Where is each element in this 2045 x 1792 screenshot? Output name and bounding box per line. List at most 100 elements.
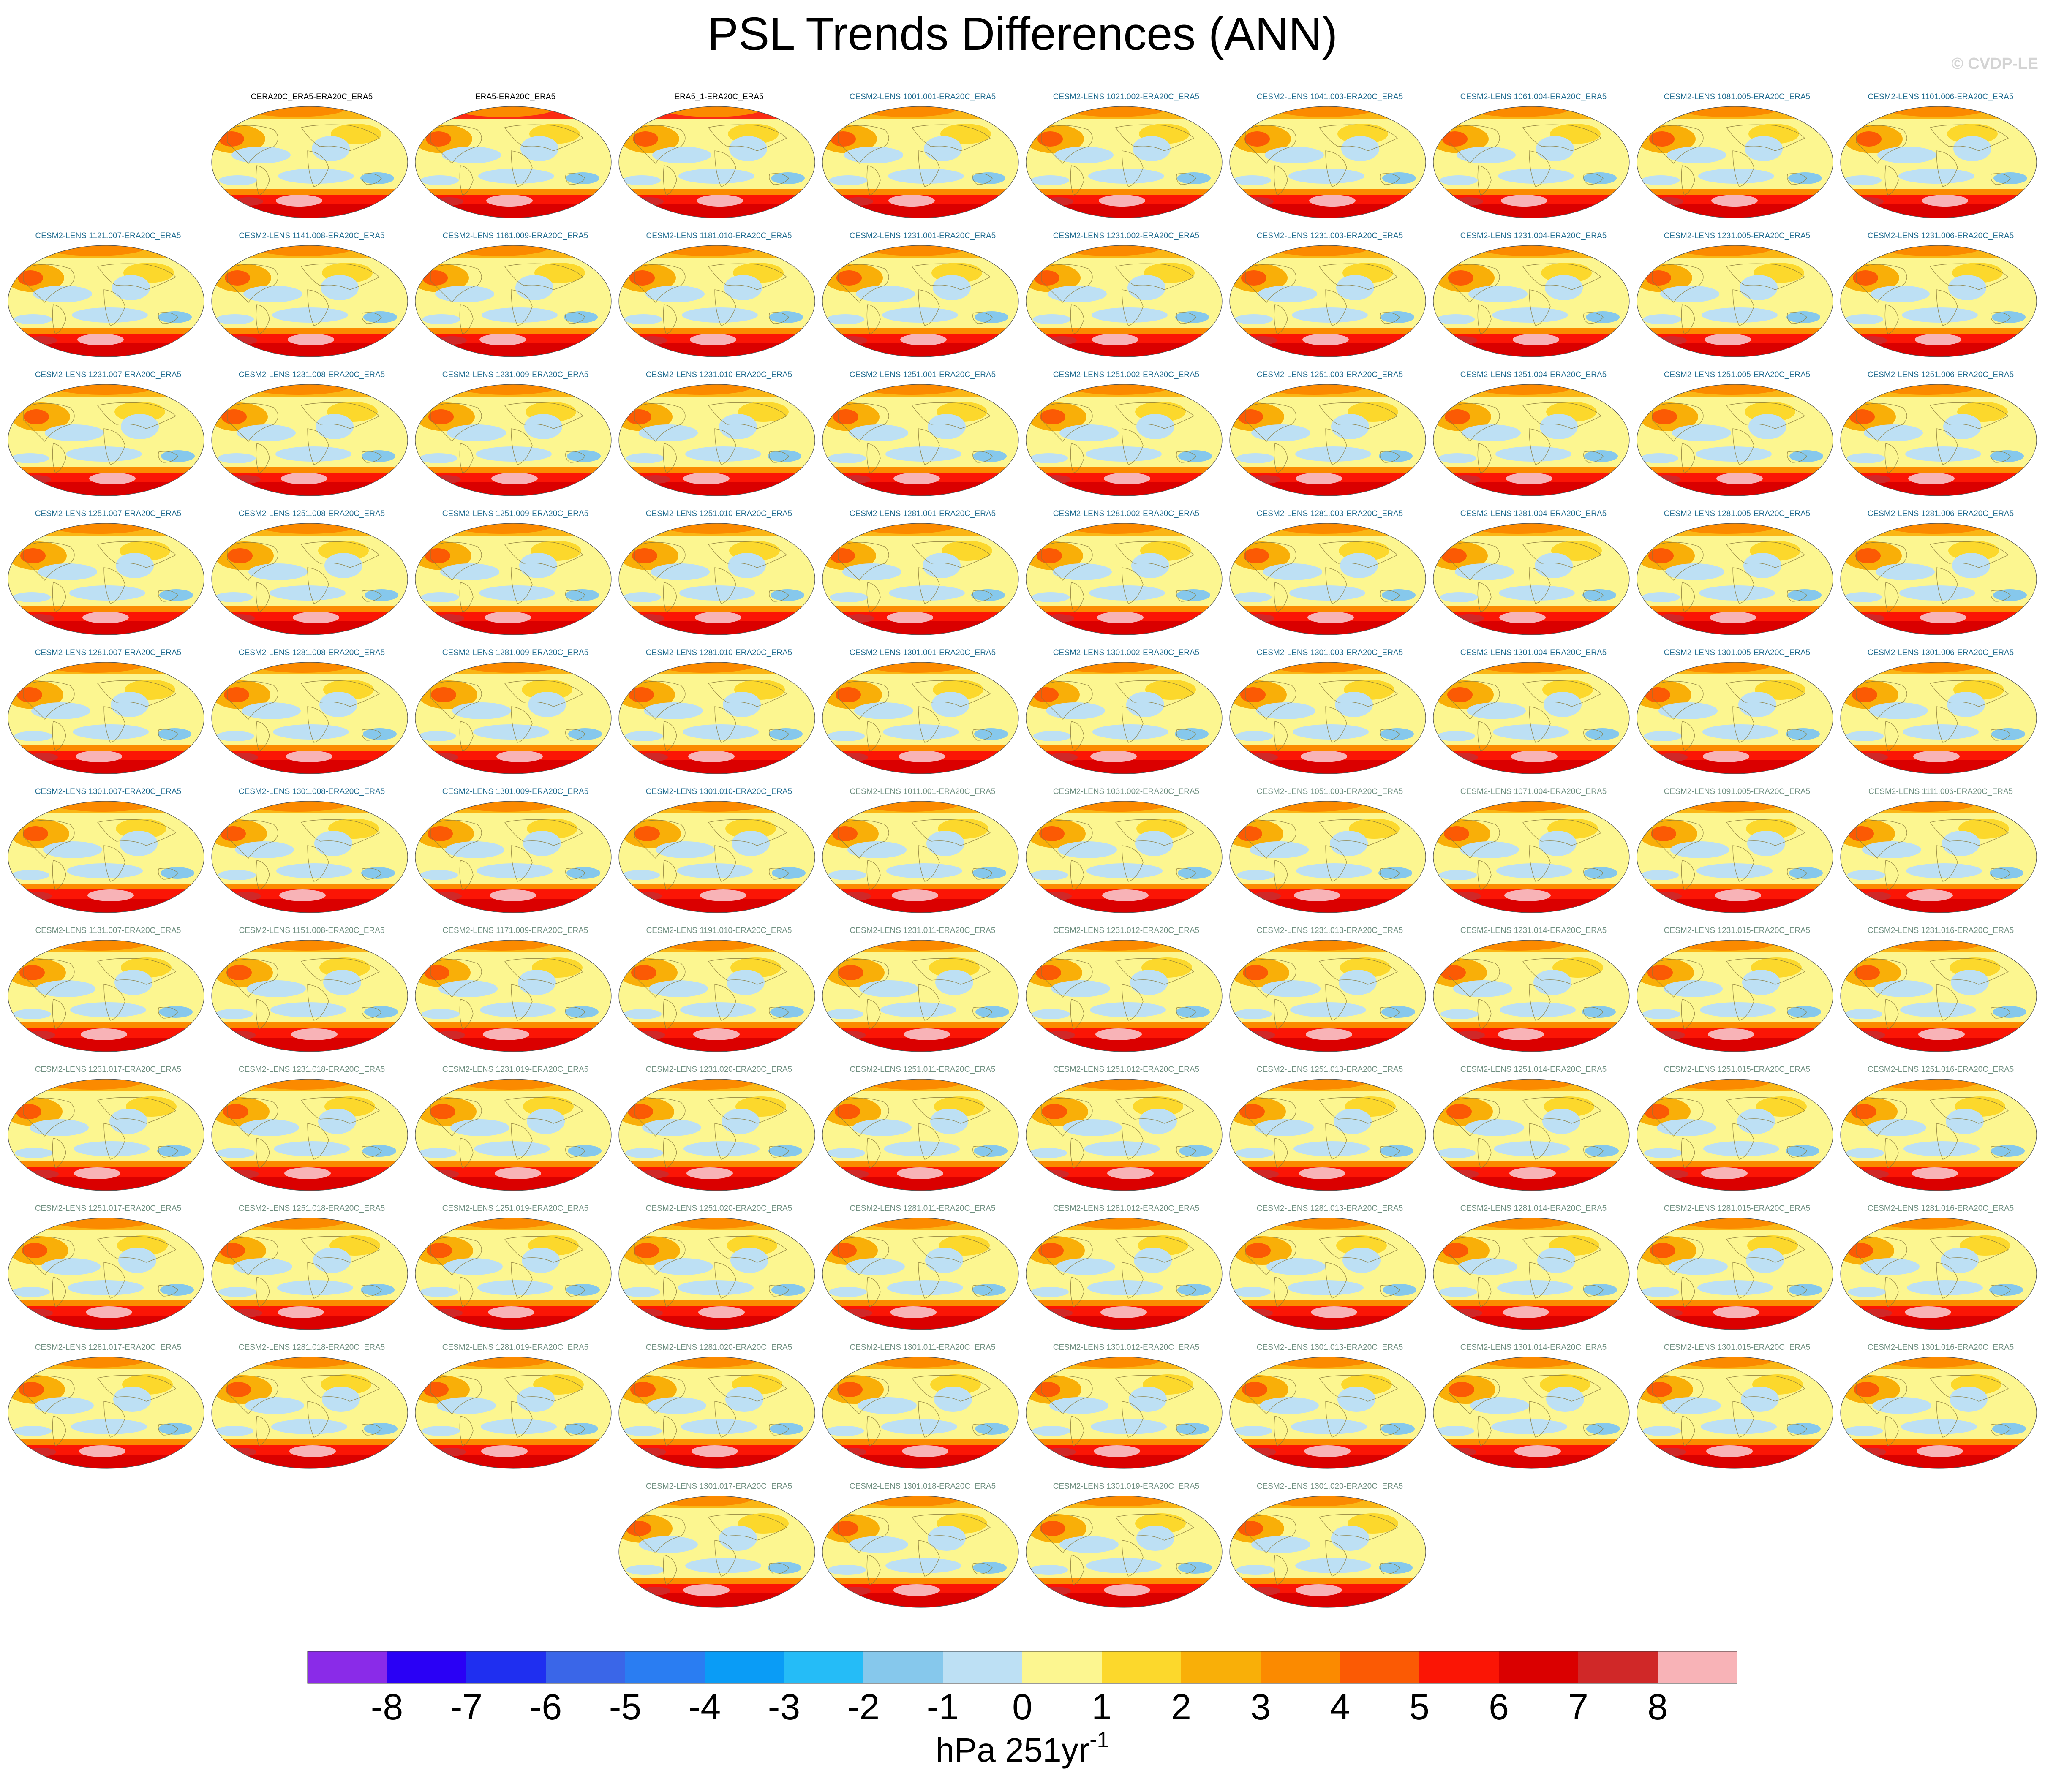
world-map <box>1637 245 1833 357</box>
colorbar-swatch <box>1419 1651 1499 1683</box>
panel-title: CESM2-LENS 1301.016-ERA20C_ERA5 <box>1867 1343 2014 1352</box>
panel-title: CESM2-LENS 1251.017-ERA20C_ERA5 <box>35 1204 182 1213</box>
panel-title: CESM2-LENS 1231.014-ERA20C_ERA5 <box>1460 926 1607 935</box>
map-panel: CESM2-LENS 1251.006-ERA20C_ERA5 <box>1839 369 2042 506</box>
world-map <box>1026 523 1223 635</box>
map-panel: CESM2-LENS 1301.001-ERA20C_ERA5 <box>821 647 1024 784</box>
colorbar-swatch <box>1181 1651 1261 1683</box>
panel-title: CESM2-LENS 1231.013-ERA20C_ERA5 <box>1256 926 1403 935</box>
panel-title: CESM2-LENS 1281.013-ERA20C_ERA5 <box>1256 1204 1403 1213</box>
panel-title: CESM2-LENS 1231.001-ERA20C_ERA5 <box>849 231 996 240</box>
panel-title: CESM2-LENS 1281.014-ERA20C_ERA5 <box>1460 1204 1607 1213</box>
panel-title: CESM2-LENS 1181.010-ERA20C_ERA5 <box>646 231 792 240</box>
map-panel: CESM2-LENS 1301.010-ERA20C_ERA5 <box>618 786 820 923</box>
world-map <box>822 245 1019 357</box>
colorbar-tick-label: 6 <box>1489 1687 1509 1727</box>
panel-title: CESM2-LENS 1231.004-ERA20C_ERA5 <box>1460 231 1607 240</box>
panel-title: CESM2-LENS 1281.005-ERA20C_ERA5 <box>1664 509 1811 518</box>
map-panel: CESM2-LENS 1251.018-ERA20C_ERA5 <box>210 1202 413 1340</box>
panel-title: CESM2-LENS 1281.020-ERA20C_ERA5 <box>645 1343 792 1352</box>
world-map <box>1026 384 1223 496</box>
world-map <box>1229 662 1426 774</box>
panel-title: CESM2-LENS 1301.012-ERA20C_ERA5 <box>1053 1343 1200 1352</box>
panel-title: CESM2-LENS 1131.007-ERA20C_ERA5 <box>35 926 181 935</box>
map-panel: CESM2-LENS 1231.020-ERA20C_ERA5 <box>618 1063 820 1201</box>
world-map <box>1637 1218 1833 1330</box>
world-map <box>1229 940 1426 1052</box>
world-map <box>1229 801 1426 913</box>
colorbar-tick-label: -6 <box>530 1687 562 1727</box>
panel-title: CESM2-LENS 1281.009-ERA20C_ERA5 <box>442 648 589 657</box>
panel-title: CESM2-LENS 1251.011-ERA20C_ERA5 <box>850 1065 996 1074</box>
map-panel: CESM2-LENS 1281.002-ERA20C_ERA5 <box>1025 508 1228 645</box>
map-panel: CESM2-LENS 1281.006-ERA20C_ERA5 <box>1839 508 2042 645</box>
world-map <box>1026 245 1223 357</box>
colorbar-tick-label: -3 <box>768 1687 800 1727</box>
world-map <box>211 662 408 774</box>
panel-title: CESM2-LENS 1041.003-ERA20C_ERA5 <box>1256 92 1403 101</box>
panel-title: CESM2-LENS 1231.010-ERA20C_ERA5 <box>645 370 792 379</box>
colorbar-swatch <box>1340 1651 1419 1683</box>
world-map <box>618 523 815 635</box>
panel-title: CESM2-LENS 1231.009-ERA20C_ERA5 <box>442 370 589 379</box>
panel-title: CESM2-LENS 1251.016-ERA20C_ERA5 <box>1867 1065 2014 1074</box>
world-map <box>211 801 408 913</box>
world-map <box>8 940 204 1052</box>
map-panel: CESM2-LENS 1301.011-ERA20C_ERA5 <box>821 1341 1024 1479</box>
map-panel: CESM2-LENS 1251.001-ERA20C_ERA5 <box>821 369 1024 506</box>
map-panel: CERA20C_ERA5-ERA20C_ERA5 <box>210 91 413 228</box>
map-panel: CESM2-LENS 1281.004-ERA20C_ERA5 <box>1432 508 1635 645</box>
world-map <box>415 384 612 496</box>
world-map <box>618 106 815 218</box>
map-panel: CESM2-LENS 1301.012-ERA20C_ERA5 <box>1025 1341 1228 1479</box>
world-map <box>8 384 204 496</box>
panel-title: CESM2-LENS 1151.008-ERA20C_ERA5 <box>239 926 385 935</box>
panel-title: CESM2-LENS 1301.014-ERA20C_ERA5 <box>1460 1343 1607 1352</box>
map-panel: CESM2-LENS 1251.007-ERA20C_ERA5 <box>7 508 210 645</box>
panel-title: CESM2-LENS 1251.014-ERA20C_ERA5 <box>1460 1065 1607 1074</box>
map-panel: CESM2-LENS 1301.002-ERA20C_ERA5 <box>1025 647 1228 784</box>
map-panel: CESM2-LENS 1231.017-ERA20C_ERA5 <box>7 1063 210 1201</box>
world-map <box>1840 801 2037 913</box>
map-panel: CESM2-LENS 1281.020-ERA20C_ERA5 <box>618 1341 820 1479</box>
map-panel: CESM2-LENS 1091.005-ERA20C_ERA5 <box>1636 786 1838 923</box>
panel-title: CESM2-LENS 1161.009-ERA20C_ERA5 <box>442 231 588 240</box>
map-panel: CESM2-LENS 1231.014-ERA20C_ERA5 <box>1432 925 1635 1062</box>
map-panel: CESM2-LENS 1151.008-ERA20C_ERA5 <box>210 925 413 1062</box>
panel-title: CESM2-LENS 1251.015-ERA20C_ERA5 <box>1664 1065 1811 1074</box>
map-panel: CESM2-LENS 1251.020-ERA20C_ERA5 <box>618 1202 820 1340</box>
world-map <box>8 245 204 357</box>
colorbar-swatch <box>1261 1651 1340 1683</box>
map-panel: CESM2-LENS 1281.014-ERA20C_ERA5 <box>1432 1202 1635 1340</box>
map-panel: CESM2-LENS 1011.001-ERA20C_ERA5 <box>821 786 1024 923</box>
colorbar-tick-label: -8 <box>371 1687 403 1727</box>
map-panel: CESM2-LENS 1301.015-ERA20C_ERA5 <box>1636 1341 1838 1479</box>
world-map <box>1433 801 1630 913</box>
world-map <box>1433 523 1630 635</box>
panel-title: ERA5-ERA20C_ERA5 <box>475 92 556 101</box>
world-map <box>1840 106 2037 218</box>
world-map <box>1840 1357 2037 1469</box>
panel-title: CESM2-LENS 1031.002-ERA20C_ERA5 <box>1053 787 1200 796</box>
map-panel: CESM2-LENS 1101.006-ERA20C_ERA5 <box>1839 91 2042 228</box>
panel-title: CESM2-LENS 1281.007-ERA20C_ERA5 <box>35 648 182 657</box>
world-map <box>211 1218 408 1330</box>
panel-title: CESM2-LENS 1281.019-ERA20C_ERA5 <box>442 1343 589 1352</box>
map-panel: CESM2-LENS 1301.019-ERA20C_ERA5 <box>1025 1480 1228 1618</box>
panel-title: CESM2-LENS 1301.019-ERA20C_ERA5 <box>1053 1482 1200 1491</box>
world-map <box>618 1218 815 1330</box>
world-map <box>1433 106 1630 218</box>
world-map <box>8 1218 204 1330</box>
panel-title: CESM2-LENS 1301.006-ERA20C_ERA5 <box>1867 648 2014 657</box>
panel-title: CESM2-LENS 1021.002-ERA20C_ERA5 <box>1053 92 1200 101</box>
map-panel: CESM2-LENS 1281.016-ERA20C_ERA5 <box>1839 1202 2042 1340</box>
panel-title: CESM2-LENS 1231.011-ERA20C_ERA5 <box>850 926 996 935</box>
map-panel: CESM2-LENS 1301.013-ERA20C_ERA5 <box>1228 1341 1431 1479</box>
world-map <box>211 245 408 357</box>
map-panel: CESM2-LENS 1231.010-ERA20C_ERA5 <box>618 369 820 506</box>
panel-title: CESM2-LENS 1231.008-ERA20C_ERA5 <box>238 370 385 379</box>
panel-title: CESM2-LENS 1281.015-ERA20C_ERA5 <box>1664 1204 1811 1213</box>
world-map <box>8 1357 204 1469</box>
map-panel: CESM2-LENS 1231.004-ERA20C_ERA5 <box>1432 230 1635 367</box>
colorbar-tick-label: -7 <box>450 1687 482 1727</box>
